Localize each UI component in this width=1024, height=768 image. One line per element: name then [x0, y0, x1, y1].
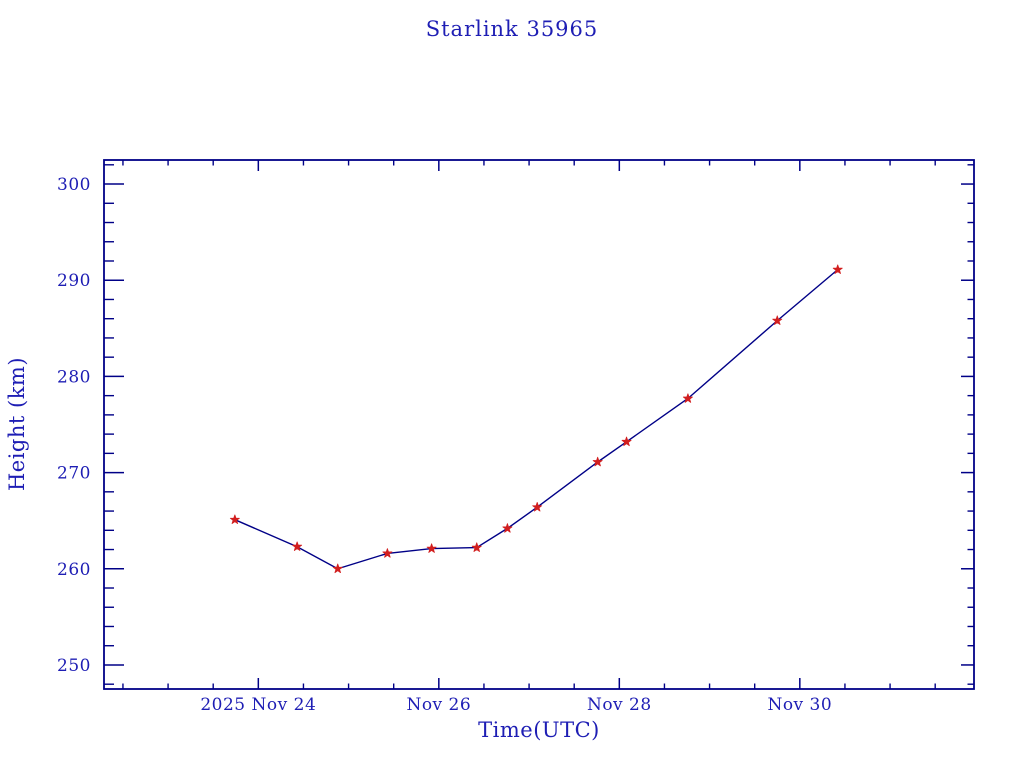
- data-point-star-marker: [532, 502, 543, 512]
- data-point-star-marker: [772, 315, 783, 325]
- data-point-star-marker: [592, 456, 603, 467]
- plot-frame: [103, 159, 975, 690]
- data-point-star-marker: [502, 523, 513, 533]
- y-tick-label: 250: [57, 656, 91, 676]
- y-tick-label: 280: [57, 367, 91, 387]
- data-point-star-marker: [426, 543, 437, 553]
- data-point-star-marker: [229, 514, 240, 524]
- y-axis-title: Height (km): [5, 356, 29, 492]
- chart-title: Starlink 35965: [425, 17, 599, 41]
- data-point-star-marker: [332, 563, 343, 574]
- x-tick-label: Nov 26: [406, 695, 471, 715]
- data-point-star-marker: [682, 393, 693, 403]
- data-point-star-marker: [832, 264, 843, 274]
- y-tick-label: 260: [57, 560, 91, 580]
- y-tick-label: 270: [57, 464, 91, 484]
- y-tick-label: 290: [57, 271, 91, 291]
- data-point-star-marker: [292, 541, 303, 551]
- x-axis-title: Time(UTC): [478, 718, 600, 742]
- data-point-star-marker: [382, 548, 393, 558]
- x-tick-label: Nov 30: [767, 695, 832, 715]
- x-tick-label: 2025 Nov 24: [200, 695, 316, 715]
- height-series-line: [234, 269, 839, 570]
- x-tick-label: Nov 28: [587, 695, 652, 715]
- data-point-star-marker: [621, 436, 632, 447]
- data-point-star-marker: [471, 542, 482, 552]
- y-tick-label: 300: [57, 175, 91, 195]
